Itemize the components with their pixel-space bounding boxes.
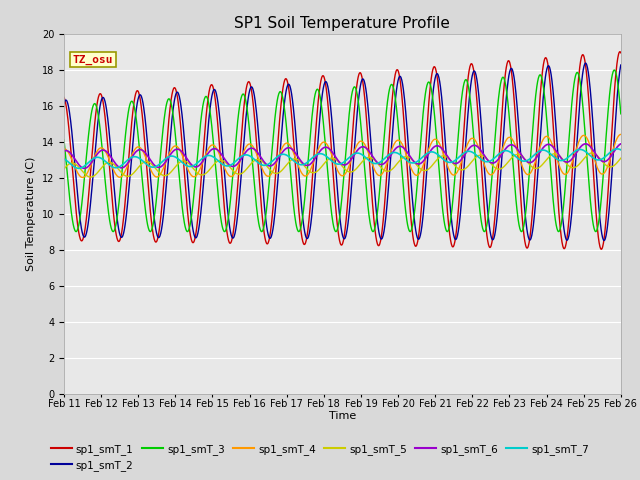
- sp1_smT_1: [429, 67, 436, 72]
- sp1_smT_7: [60, 156, 68, 162]
- sp1_smT_3: [551, 215, 559, 220]
- sp1_smT_6: [60, 148, 68, 154]
- sp1_smT_3: [429, 99, 437, 105]
- sp1_smT_4: [171, 143, 179, 149]
- sp1_smT_3: [60, 137, 68, 143]
- sp1_smT_5: [184, 160, 192, 166]
- sp1_smT_6: [551, 146, 559, 152]
- sp1_smT_2: [60, 101, 68, 107]
- sp1_smT_7: [75, 166, 83, 171]
- Title: SP1 Soil Temperature Profile: SP1 Soil Temperature Profile: [234, 16, 451, 31]
- sp1_smT_6: [246, 145, 254, 151]
- sp1_smT_2: [600, 238, 608, 243]
- Line: sp1_smT_4: sp1_smT_4: [64, 134, 621, 178]
- sp1_smT_2: [582, 60, 589, 66]
- sp1_smT_1: [60, 95, 68, 100]
- sp1_smT_7: [429, 149, 437, 155]
- sp1_smT_2: [551, 107, 559, 112]
- sp1_smT_1: [551, 145, 559, 151]
- sp1_smT_2: [429, 92, 436, 98]
- sp1_smT_7: [246, 154, 254, 159]
- sp1_smT_3: [611, 67, 618, 73]
- sp1_smT_4: [502, 138, 509, 144]
- sp1_smT_4: [617, 132, 625, 137]
- sp1_smT_5: [246, 161, 254, 167]
- Line: sp1_smT_7: sp1_smT_7: [64, 149, 621, 168]
- sp1_smT_1: [184, 212, 191, 217]
- Line: sp1_smT_3: sp1_smT_3: [64, 70, 621, 231]
- sp1_smT_3: [246, 138, 254, 144]
- sp1_smT_2: [246, 86, 254, 92]
- sp1_smT_1: [598, 246, 605, 252]
- sp1_smT_4: [551, 150, 559, 156]
- sp1_smT_6: [617, 141, 625, 147]
- sp1_smT_5: [502, 162, 509, 168]
- Line: sp1_smT_5: sp1_smT_5: [64, 153, 621, 177]
- sp1_smT_4: [246, 141, 254, 147]
- sp1_smT_2: [502, 104, 509, 110]
- Legend: sp1_smT_1, sp1_smT_2, sp1_smT_3, sp1_smT_4, sp1_smT_5, sp1_smT_6, sp1_smT_7: sp1_smT_1, sp1_smT_2, sp1_smT_3, sp1_smT…: [47, 439, 593, 475]
- sp1_smT_7: [184, 163, 192, 169]
- sp1_smT_5: [617, 156, 625, 161]
- sp1_smT_5: [87, 174, 95, 180]
- X-axis label: Time: Time: [329, 410, 356, 420]
- sp1_smT_2: [184, 178, 191, 184]
- sp1_smT_5: [171, 165, 179, 170]
- sp1_smT_4: [60, 146, 68, 152]
- sp1_smT_6: [171, 147, 179, 153]
- sp1_smT_3: [617, 111, 625, 117]
- Y-axis label: Soil Temperature (C): Soil Temperature (C): [26, 156, 36, 271]
- Line: sp1_smT_2: sp1_smT_2: [64, 63, 621, 240]
- sp1_smT_6: [81, 166, 88, 171]
- sp1_smT_7: [617, 147, 625, 153]
- sp1_smT_4: [79, 175, 86, 180]
- sp1_smT_6: [502, 145, 509, 151]
- sp1_smT_4: [429, 137, 437, 143]
- Line: sp1_smT_6: sp1_smT_6: [64, 144, 621, 168]
- Text: TZ_osu: TZ_osu: [72, 54, 113, 65]
- sp1_smT_5: [60, 166, 68, 172]
- sp1_smT_6: [429, 145, 437, 151]
- sp1_smT_6: [184, 158, 192, 164]
- sp1_smT_7: [551, 155, 559, 161]
- sp1_smT_3: [170, 121, 178, 127]
- sp1_smT_1: [616, 49, 624, 55]
- sp1_smT_5: [551, 151, 559, 156]
- sp1_smT_7: [171, 154, 179, 159]
- sp1_smT_1: [170, 85, 178, 91]
- sp1_smT_5: [429, 161, 437, 167]
- sp1_smT_5: [588, 150, 596, 156]
- sp1_smT_3: [502, 84, 509, 89]
- sp1_smT_3: [184, 228, 191, 234]
- sp1_smT_7: [614, 146, 621, 152]
- Line: sp1_smT_1: sp1_smT_1: [64, 52, 621, 249]
- sp1_smT_1: [617, 50, 625, 56]
- sp1_smT_1: [246, 81, 254, 87]
- sp1_smT_2: [170, 98, 178, 104]
- sp1_smT_2: [617, 62, 625, 68]
- sp1_smT_7: [502, 148, 509, 154]
- sp1_smT_3: [184, 228, 192, 234]
- sp1_smT_4: [184, 167, 192, 173]
- sp1_smT_1: [502, 70, 509, 76]
